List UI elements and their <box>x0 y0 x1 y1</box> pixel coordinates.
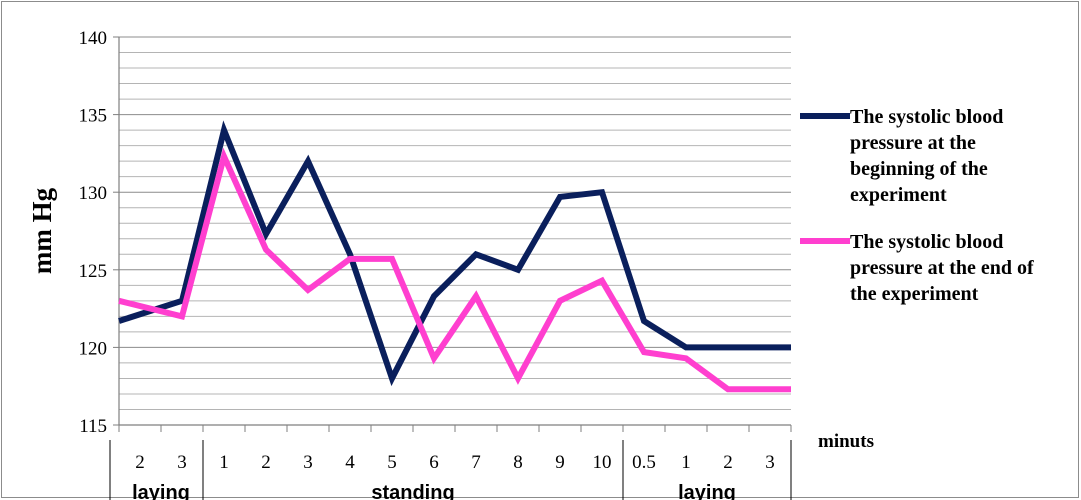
y-tick-label: 125 <box>79 261 108 282</box>
legend-label-line: pressure at the <box>850 132 976 154</box>
axes <box>113 36 792 432</box>
y-tick-label: 140 <box>79 28 108 49</box>
y-tick-label: 135 <box>79 106 108 127</box>
legend-label-line: beginning of the <box>850 158 988 180</box>
x-tick-label: 3 <box>177 452 187 473</box>
x-axis-unit-label: minuts <box>818 431 874 452</box>
x-tick-label: 6 <box>429 452 439 473</box>
legend-label-line: The systolic blood <box>850 231 1003 253</box>
x-tick-label: 7 <box>471 452 481 473</box>
series-line-2 <box>118 147 791 393</box>
group-label: laying <box>678 482 736 500</box>
x-tick-label: 4 <box>345 452 355 473</box>
legend-label-line: pressure at the end of <box>850 257 1034 279</box>
gridlines <box>119 36 791 410</box>
x-group-labels: laying standing laying <box>109 440 792 500</box>
legend-label-line: The systolic blood <box>850 106 1003 128</box>
x-tick-labels: 2 3 1 2 3 4 5 6 7 8 9 10 0.5 1 2 3 <box>135 452 775 473</box>
group-label: standing <box>371 482 454 500</box>
x-tick-label: 1 <box>681 452 691 473</box>
x-tick-label: 1 <box>219 452 229 473</box>
legend-label-line: experiment <box>850 184 947 206</box>
legend: The systolic blood pressure at the beginni… <box>800 106 1034 305</box>
x-tick-label: 8 <box>513 452 523 473</box>
x-tick-label: 3 <box>303 452 313 473</box>
y-tick-label: 120 <box>79 338 108 359</box>
x-tick-label: 10 <box>593 452 612 473</box>
y-axis-label: mm Hg <box>27 187 57 274</box>
y-tick-labels: 115 120 125 130 135 140 <box>79 28 108 437</box>
y-tick-label: 130 <box>79 183 108 204</box>
x-tick-label: 2 <box>135 452 145 473</box>
legend-label-line: the experiment <box>850 283 979 305</box>
series-line-1 <box>118 120 791 387</box>
series-lines <box>118 120 791 393</box>
x-tick-label: 3 <box>765 452 775 473</box>
x-tick-label: 2 <box>723 452 733 473</box>
y-tick-label: 115 <box>79 416 107 437</box>
x-tick-label: 9 <box>555 452 565 473</box>
x-tick-label: 5 <box>387 452 397 473</box>
group-label: laying <box>132 482 190 500</box>
x-tick-label: 0.5 <box>632 452 656 473</box>
x-tick-label: 2 <box>261 452 271 473</box>
